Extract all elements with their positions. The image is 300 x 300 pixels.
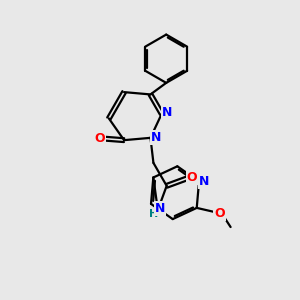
Text: O: O	[187, 170, 197, 184]
Text: N: N	[155, 202, 165, 215]
Text: N: N	[162, 106, 172, 119]
Text: O: O	[94, 132, 105, 145]
Text: N: N	[151, 131, 161, 144]
Text: N: N	[199, 175, 209, 188]
Text: H: H	[149, 208, 158, 218]
Text: O: O	[214, 207, 225, 220]
